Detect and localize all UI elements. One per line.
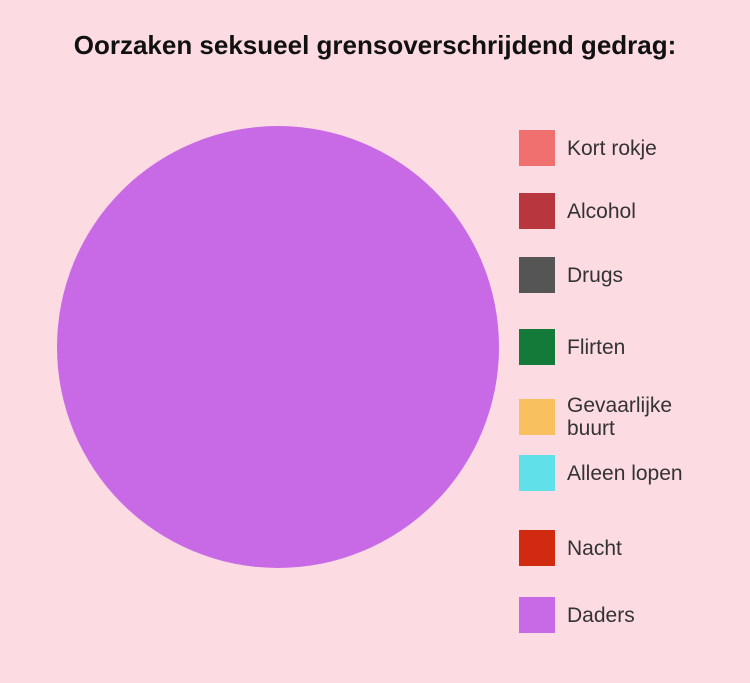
legend-label: Drugs — [567, 263, 624, 287]
legend-label: Kort rokje — [567, 136, 657, 160]
legend-swatch — [519, 257, 555, 293]
legend-swatch — [519, 329, 555, 365]
pie-slice — [57, 126, 499, 568]
legend-swatch — [519, 130, 555, 166]
legend-swatch — [519, 597, 555, 633]
legend-swatch — [519, 530, 555, 566]
legend-swatch — [519, 399, 555, 435]
legend-swatch — [519, 193, 555, 229]
legend-swatch — [519, 455, 555, 491]
legend-label: Nacht — [567, 536, 622, 560]
chart-title: Oorzaken seksueel grensoverschrijdend ge… — [73, 30, 677, 60]
legend-label: Gevaarlijke buurt — [567, 394, 673, 440]
legend-label: Alcohol — [567, 199, 636, 223]
legend-label: Alleen lopen — [567, 461, 683, 485]
legend-label: Flirten — [567, 335, 626, 359]
legend-label: Daders — [567, 603, 635, 627]
